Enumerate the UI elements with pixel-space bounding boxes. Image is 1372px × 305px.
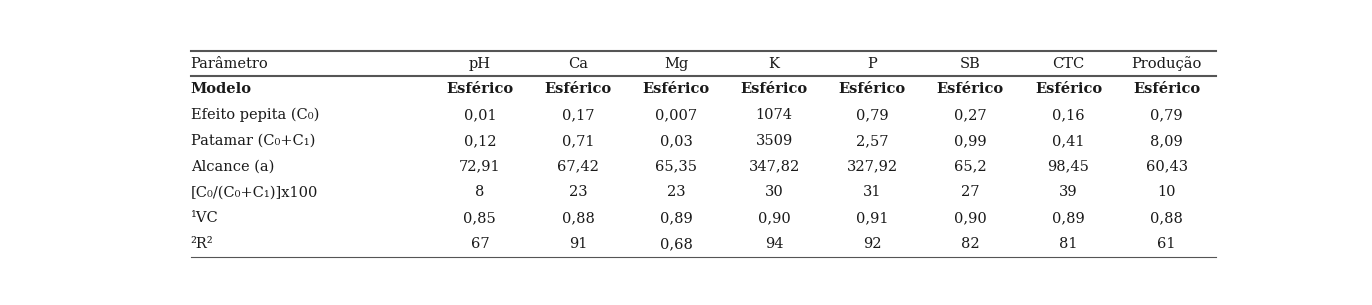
Text: 60,43: 60,43 (1146, 160, 1188, 174)
Text: Parâmetro: Parâmetro (191, 57, 269, 70)
Text: 0,71: 0,71 (561, 134, 594, 148)
Text: 0,68: 0,68 (660, 237, 693, 251)
Text: Esférico: Esférico (838, 82, 906, 96)
Text: ²R²: ²R² (191, 237, 213, 251)
Text: Esférico: Esférico (1034, 82, 1102, 96)
Text: 94: 94 (766, 237, 783, 251)
Text: 0,41: 0,41 (1052, 134, 1085, 148)
Text: Produção: Produção (1132, 56, 1202, 71)
Text: ¹VC: ¹VC (191, 211, 218, 225)
Text: SB: SB (960, 57, 981, 70)
Text: Modelo: Modelo (191, 82, 251, 96)
Text: 31: 31 (863, 185, 882, 199)
Text: 82: 82 (960, 237, 980, 251)
Text: 327,92: 327,92 (847, 160, 897, 174)
Text: 92: 92 (863, 237, 882, 251)
Text: 0,17: 0,17 (561, 108, 594, 122)
Text: 0,89: 0,89 (660, 211, 693, 225)
Text: 0,91: 0,91 (856, 211, 889, 225)
Text: [C₀/(C₀+C₁)]x100: [C₀/(C₀+C₁)]x100 (191, 185, 318, 199)
Text: 0,79: 0,79 (856, 108, 889, 122)
Text: Mg: Mg (664, 57, 689, 70)
Text: Esférico: Esférico (1133, 82, 1200, 96)
Text: 23: 23 (667, 185, 686, 199)
Text: pH: pH (469, 57, 491, 70)
Text: 0,85: 0,85 (464, 211, 497, 225)
Text: K: K (768, 57, 779, 70)
Text: 0,03: 0,03 (660, 134, 693, 148)
Text: 0,01: 0,01 (464, 108, 497, 122)
Text: CTC: CTC (1052, 57, 1085, 70)
Text: 0,88: 0,88 (561, 211, 594, 225)
Text: 8: 8 (475, 185, 484, 199)
Text: 30: 30 (764, 185, 783, 199)
Text: Esférico: Esférico (937, 82, 1004, 96)
Text: 61: 61 (1158, 237, 1176, 251)
Text: 0,99: 0,99 (954, 134, 986, 148)
Text: 23: 23 (568, 185, 587, 199)
Text: 39: 39 (1059, 185, 1078, 199)
Text: Alcance (a): Alcance (a) (191, 160, 274, 174)
Text: 65,35: 65,35 (654, 160, 697, 174)
Text: Esférico: Esférico (741, 82, 808, 96)
Text: 0,90: 0,90 (954, 211, 986, 225)
Text: 0,89: 0,89 (1052, 211, 1085, 225)
Text: 67,42: 67,42 (557, 160, 600, 174)
Text: 10: 10 (1158, 185, 1176, 199)
Text: 0,90: 0,90 (757, 211, 790, 225)
Text: 91: 91 (569, 237, 587, 251)
Text: 1074: 1074 (756, 108, 793, 122)
Text: 347,82: 347,82 (749, 160, 800, 174)
Text: 2,57: 2,57 (856, 134, 889, 148)
Text: Efeito pepita (C₀): Efeito pepita (C₀) (191, 108, 320, 122)
Text: Esférico: Esférico (642, 82, 709, 96)
Text: 67: 67 (471, 237, 490, 251)
Text: 0,007: 0,007 (654, 108, 697, 122)
Text: 0,16: 0,16 (1052, 108, 1085, 122)
Text: 0,12: 0,12 (464, 134, 497, 148)
Text: P: P (867, 57, 877, 70)
Text: 81: 81 (1059, 237, 1078, 251)
Text: 65,2: 65,2 (954, 160, 986, 174)
Text: Patamar (C₀+C₁): Patamar (C₀+C₁) (191, 134, 316, 148)
Text: 8,09: 8,09 (1150, 134, 1183, 148)
Text: 72,91: 72,91 (460, 160, 501, 174)
Text: Ca: Ca (568, 57, 589, 70)
Text: 0,88: 0,88 (1150, 211, 1183, 225)
Text: Esférico: Esférico (545, 82, 612, 96)
Text: 98,45: 98,45 (1048, 160, 1089, 174)
Text: 0,79: 0,79 (1150, 108, 1183, 122)
Text: 3509: 3509 (756, 134, 793, 148)
Text: 27: 27 (962, 185, 980, 199)
Text: 0,27: 0,27 (954, 108, 986, 122)
Text: Esférico: Esférico (446, 82, 513, 96)
